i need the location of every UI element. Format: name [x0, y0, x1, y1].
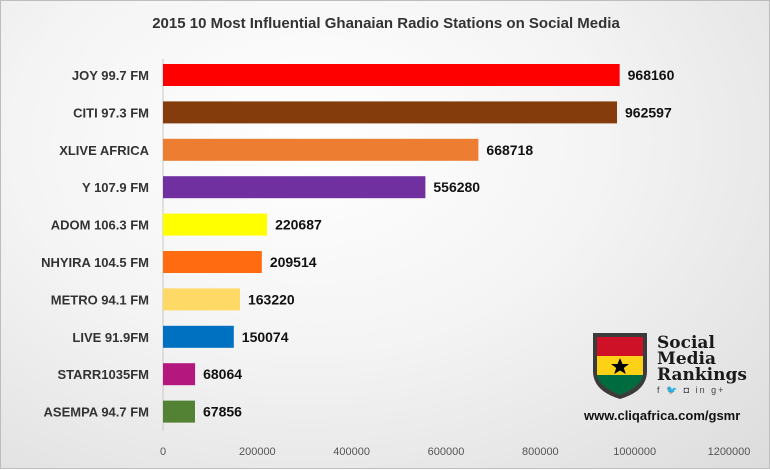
bar-0 — [163, 64, 620, 86]
bar-8 — [163, 363, 196, 386]
value-label: 67856 — [203, 404, 242, 420]
value-label: 163220 — [248, 291, 295, 307]
social-media-rankings-logo: Social Media Rankings f 🐦 ◘ in g+ — [589, 331, 761, 401]
x-tick-label: 400000 — [333, 446, 370, 458]
value-label: 150074 — [242, 329, 289, 345]
value-label: 68064 — [203, 366, 242, 382]
chart-title: 2015 10 Most Influential Ghanaian Radio … — [152, 15, 620, 32]
x-tick-label: 1000000 — [613, 446, 656, 458]
source-url: www.cliqafrica.com/gsmr — [584, 408, 741, 423]
bar-6 — [163, 288, 240, 311]
category-label: NHYIRA 104.5 FM — [41, 255, 149, 270]
x-tick-label: 1200000 — [708, 446, 751, 458]
bar-3 — [163, 176, 426, 199]
category-label: CITI 97.3 FM — [73, 105, 149, 120]
category-label: ADOM 106.3 FM — [51, 218, 149, 233]
bar-5 — [163, 251, 262, 273]
value-label: 209514 — [270, 254, 317, 270]
ghana-flag-shield-icon — [593, 333, 647, 399]
value-label: 220687 — [275, 217, 322, 233]
category-label: XLIVE AFRICA — [59, 143, 149, 158]
value-label: 962597 — [625, 104, 672, 120]
logo-line-media: Media — [657, 349, 716, 369]
logo-line-rankings: Rankings — [657, 365, 747, 385]
x-tick-label: 0 — [160, 446, 166, 458]
category-label: ASEMPA 94.7 FM — [44, 405, 149, 420]
social-icons-row: f 🐦 ◘ in g+ — [657, 385, 726, 395]
bar-4 — [163, 213, 268, 236]
category-label: METRO 94.1 FM — [51, 292, 149, 307]
x-tick-label: 200000 — [239, 446, 276, 458]
value-label: 668718 — [486, 142, 533, 158]
bar-2 — [163, 138, 479, 161]
value-label: 556280 — [433, 179, 480, 195]
logo-line-social: Social — [657, 333, 715, 353]
bar-7 — [163, 325, 234, 348]
logo-wordmark: Social Media Rankings — [657, 333, 747, 385]
bar-9 — [163, 400, 196, 423]
category-label: LIVE 91.9FM — [72, 330, 149, 345]
x-tick-label: 800000 — [522, 446, 559, 458]
x-tick-label: 600000 — [428, 446, 465, 458]
category-label: Y 107.9 FM — [82, 180, 149, 195]
category-label: JOY 99.7 FM — [72, 68, 149, 83]
bar-1 — [163, 101, 618, 124]
category-label: STARR1035FM — [57, 367, 149, 382]
value-label: 968160 — [628, 67, 675, 83]
